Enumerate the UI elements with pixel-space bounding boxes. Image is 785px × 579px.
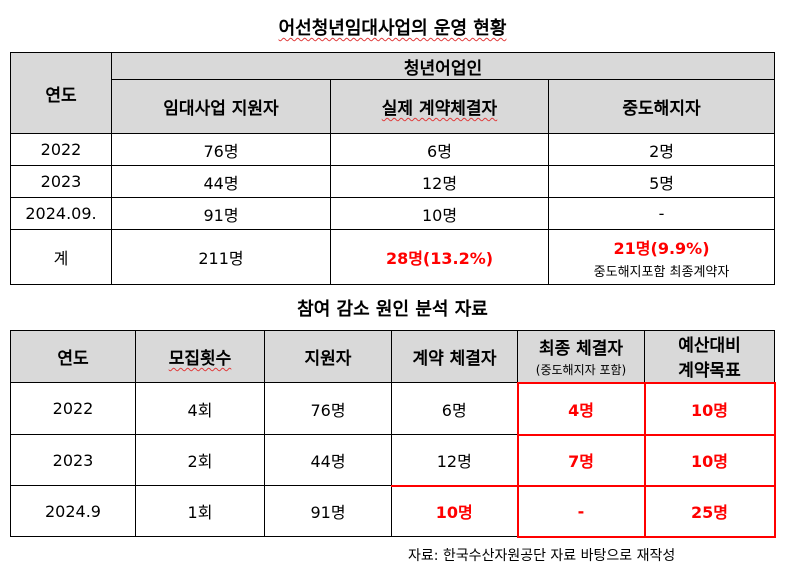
applicants-cell: 76명 — [264, 382, 392, 435]
applicants-cell: 91명 — [264, 485, 392, 537]
young-fishers-header: 청년어업인 — [110, 52, 776, 80]
table-row: 2024.9 1회 91명 10명 - 25명 — [10, 484, 776, 538]
contracts-cell: 6명 — [391, 382, 518, 435]
contracts-cell: 12명 — [391, 434, 518, 486]
total-row: 계 211명 28명(13.2%) 21명(9.9%) 중도해지포함 최종계약자 — [10, 229, 776, 285]
table1-title: 어선청년임대사업의 운영 현황 — [278, 18, 507, 39]
final-cell: 4명 — [516, 381, 646, 436]
contracts-cell: 10명 — [391, 484, 518, 537]
target-cell: 10명 — [643, 381, 776, 436]
target-cell: 10명 — [643, 433, 776, 487]
support-cell: 76명 — [111, 133, 331, 166]
participation-analysis-table: 연도 모집횟수 지원자 계약 체결자 최종 체결자 (중도해지자 포함) 예산대… — [10, 330, 776, 538]
applicants-cell: 44명 — [264, 434, 392, 486]
year-cell: 2024.09. — [10, 197, 112, 230]
table-row: 2023 2회 44명 12명 7명 10명 — [10, 433, 776, 487]
contract-cell: 6명 — [330, 133, 549, 166]
cancel-cell: - — [547, 197, 776, 230]
total-contract: 28명(13.2%) — [330, 229, 549, 285]
table-row: 2024.09. 91명 10명 - — [10, 197, 776, 230]
year-header: 연도 — [10, 52, 112, 134]
year-cell: 2023 — [10, 165, 112, 198]
cancel-header: 중도해지자 — [547, 79, 776, 134]
table2-title: 참여 감소 원인 분석 자료 — [297, 299, 488, 320]
total-support: 211명 — [111, 229, 331, 285]
rounds-cell: 4회 — [135, 382, 265, 435]
cancel-cell: 2명 — [547, 133, 776, 166]
target-header: 예산대비 계약목표 — [644, 330, 775, 383]
operation-status-table: 연도 청년어업인 임대사업 지원자 실제 계약체결자 중도해지자 2022 76… — [10, 52, 776, 285]
year-cell: 2022 — [10, 133, 112, 166]
total-label: 계 — [10, 229, 112, 285]
contract-header: 실제 계약체결자 — [330, 79, 549, 134]
cancel-cell: 5명 — [547, 165, 776, 198]
contracts-header: 계약 체결자 — [391, 330, 518, 383]
support-cell: 91명 — [111, 197, 331, 230]
rounds-header: 모집횟수 — [135, 330, 265, 383]
total-cancel-note: 중도해지포함 최종계약자 — [593, 264, 730, 280]
support-cell: 44명 — [111, 165, 331, 198]
year-cell: 2024.9 — [10, 485, 136, 537]
total-cancel: 21명(9.9%) 중도해지포함 최종계약자 — [547, 229, 776, 285]
applicants-header: 지원자 — [264, 330, 392, 383]
rounds-cell: 1회 — [135, 485, 265, 537]
contract-cell: 12명 — [330, 165, 549, 198]
table-row: 2022 4회 76명 6명 4명 10명 — [10, 381, 776, 436]
year-cell: 2023 — [10, 434, 136, 486]
total-cancel-value: 21명(9.9%) — [613, 238, 710, 258]
support-header: 임대사업 지원자 — [111, 79, 331, 134]
table-row: 2022 76명 6명 2명 — [10, 133, 776, 166]
year-cell: 2022 — [10, 382, 136, 435]
final-contracts-header: 최종 체결자 (중도해지자 포함) — [517, 330, 645, 383]
year-header: 연도 — [10, 330, 136, 383]
final-cell: 7명 — [516, 433, 646, 487]
target-cell: 25명 — [643, 484, 776, 538]
final-cell: - — [516, 484, 646, 538]
rounds-cell: 2회 — [135, 434, 265, 486]
source-note: 자료: 한국수산자원공단 자료 바탕으로 재작성 — [408, 548, 676, 564]
table-row: 2023 44명 12명 5명 — [10, 165, 776, 198]
contract-cell: 10명 — [330, 197, 549, 230]
